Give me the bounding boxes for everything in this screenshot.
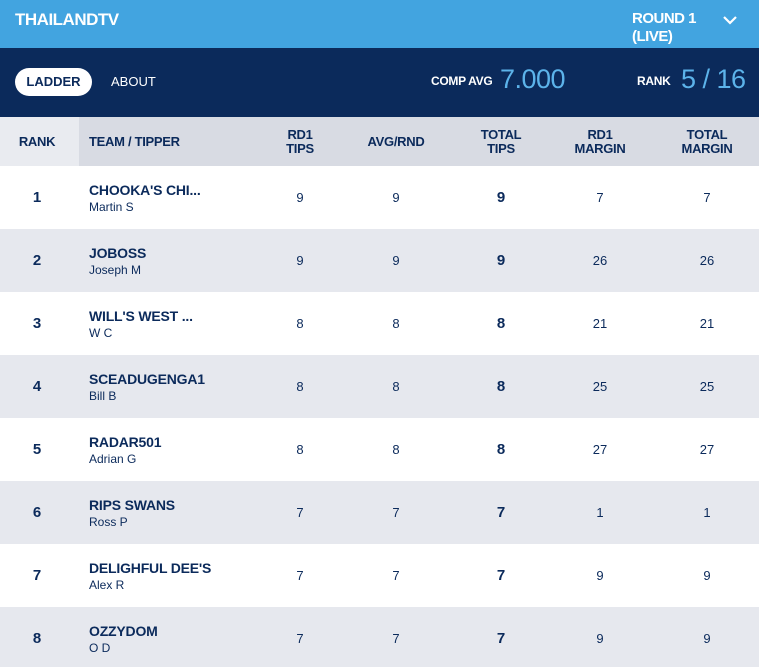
rank-cell: 1	[32, 189, 42, 206]
total-tips: 8	[496, 441, 506, 458]
avg-per-round: 9	[392, 253, 400, 268]
ladder-row[interactable]: 3 WILL'S WEST ... W C 8 8 8 21 21	[0, 292, 759, 355]
total-tips: 8	[496, 315, 506, 332]
chevron-icon[interactable]	[722, 14, 738, 26]
team-name: RIPS SWANS	[89, 497, 175, 513]
team-name: WILL'S WEST ...	[89, 308, 193, 324]
rd1-tips: 8	[296, 379, 304, 394]
rd1-tips: 7	[296, 568, 304, 583]
column-header: TOTAL MARGIN	[681, 126, 733, 156]
column-header: RANK	[18, 133, 56, 149]
team-name: CHOOKA'S CHI...	[89, 182, 201, 198]
comp-avg-value: 7.000	[500, 64, 566, 94]
app-title: THAILANDTV	[15, 10, 119, 29]
rd1-margin: 21	[592, 316, 608, 331]
tipper-name: Adrian G	[89, 452, 137, 466]
total-margin: 25	[699, 379, 715, 394]
rd1-margin: 26	[592, 253, 608, 268]
avg-per-round: 8	[392, 316, 400, 331]
rd1-margin: 9	[596, 631, 604, 646]
top-bar: THAILANDTV ROUND 1 (LIVE)	[0, 0, 759, 48]
total-tips: 9	[496, 252, 506, 269]
total-tips: 9	[496, 189, 506, 206]
tipper-name: W C	[89, 326, 113, 340]
total-margin: 1	[703, 505, 711, 520]
column-header: AVG/RND	[367, 133, 425, 149]
avg-per-round: 8	[392, 442, 400, 457]
tipper-name: Alex R	[89, 578, 125, 592]
ladder-row[interactable]: 6 RIPS SWANS Ross P 7 7 7 1 1	[0, 481, 759, 544]
column-header: RD1 TIPS	[286, 126, 314, 156]
rank-label: RANK	[637, 74, 671, 88]
round-selector[interactable]: ROUND 1 (LIVE)	[632, 10, 697, 45]
column-header: TOTAL TIPS	[480, 126, 522, 156]
tipper-name: Ross P	[89, 515, 128, 529]
total-margin: 21	[699, 316, 715, 331]
rank-cell: 2	[32, 252, 42, 269]
tipper-name: Martin S	[89, 200, 134, 214]
rank-cell: 8	[32, 630, 42, 647]
rd1-tips: 8	[296, 316, 304, 331]
rd1-tips: 8	[296, 442, 304, 457]
avg-per-round: 7	[392, 568, 400, 583]
team-name: RADAR501	[89, 434, 162, 450]
rank-cell: 6	[32, 504, 42, 521]
rank-value: 5 / 16	[681, 64, 746, 94]
total-margin: 7	[703, 190, 711, 205]
rank-cell: 4	[32, 378, 42, 395]
total-tips: 7	[496, 567, 506, 584]
rank-cell: 7	[32, 567, 42, 584]
rank-cell: 5	[32, 441, 42, 458]
total-margin: 27	[699, 442, 715, 457]
rd1-margin: 27	[592, 442, 608, 457]
rd1-tips: 7	[296, 631, 304, 646]
avg-per-round: 7	[392, 505, 400, 520]
table-header: RANK TEAM / TIPPER RD1 TIPS AVG/RND TOTAL TI…	[0, 117, 759, 166]
team-name: DELIGHFUL DEE'S	[89, 560, 212, 576]
tab-ladder[interactable]: LADDER	[15, 68, 92, 96]
avg-per-round: 8	[392, 379, 400, 394]
tipper-name: Bill B	[89, 389, 117, 403]
rd1-margin: 9	[596, 568, 604, 583]
ladder-row[interactable]: 5 RADAR501 Adrian G 8 8 8 27 27	[0, 418, 759, 481]
total-margin: 26	[699, 253, 715, 268]
total-tips: 8	[496, 378, 506, 395]
tipper-name: O D	[89, 641, 111, 655]
rank-cell: 3	[32, 315, 42, 332]
total-tips: 7	[496, 504, 506, 521]
tab-about[interactable]: ABOUT	[111, 74, 156, 89]
column-header: RD1 MARGIN	[574, 126, 626, 156]
ladder-row[interactable]: 8 OZZYDOM O D 7 7 7 9 9	[0, 607, 759, 667]
total-margin: 9	[703, 631, 711, 646]
rd1-margin: 25	[592, 379, 608, 394]
comp-avg-label: COMP AVG	[431, 74, 493, 88]
rank-header-bg	[0, 117, 79, 166]
rd1-margin: 1	[596, 505, 604, 520]
rd1-margin: 7	[596, 190, 604, 205]
nav-bar: LADDER ABOUT COMP AVG 7.000 RANK 5 / 16	[0, 48, 759, 117]
avg-per-round: 7	[392, 631, 400, 646]
team-name: JOBOSS	[89, 245, 147, 261]
total-tips: 7	[496, 630, 506, 647]
team-name: SCEADUGENGA1	[89, 371, 205, 387]
avg-per-round: 9	[392, 190, 400, 205]
tipper-name: Joseph M	[89, 263, 142, 277]
rd1-tips: 9	[296, 190, 304, 205]
table-body: 1 CHOOKA'S CHI... Martin S 9 9 9 7 7 2 JOBOSS Jose…	[0, 166, 759, 667]
rd1-tips: 9	[296, 253, 304, 268]
team-name: OZZYDOM	[89, 623, 158, 639]
total-margin: 9	[703, 568, 711, 583]
ladder-row[interactable]: 7 DELIGHFUL DEE'S Alex R 7 7 7 9 9	[0, 544, 759, 607]
ladder-row[interactable]: 1 CHOOKA'S CHI... Martin S 9 9 9 7 7	[0, 166, 759, 229]
rd1-tips: 7	[296, 505, 304, 520]
ladder-row[interactable]: 4 SCEADUGENGA1 Bill B 8 8 8 25 25	[0, 355, 759, 418]
column-header: TEAM / TIPPER	[89, 133, 180, 149]
ladder-row[interactable]: 2 JOBOSS Joseph M 9 9 9 26 26	[0, 229, 759, 292]
